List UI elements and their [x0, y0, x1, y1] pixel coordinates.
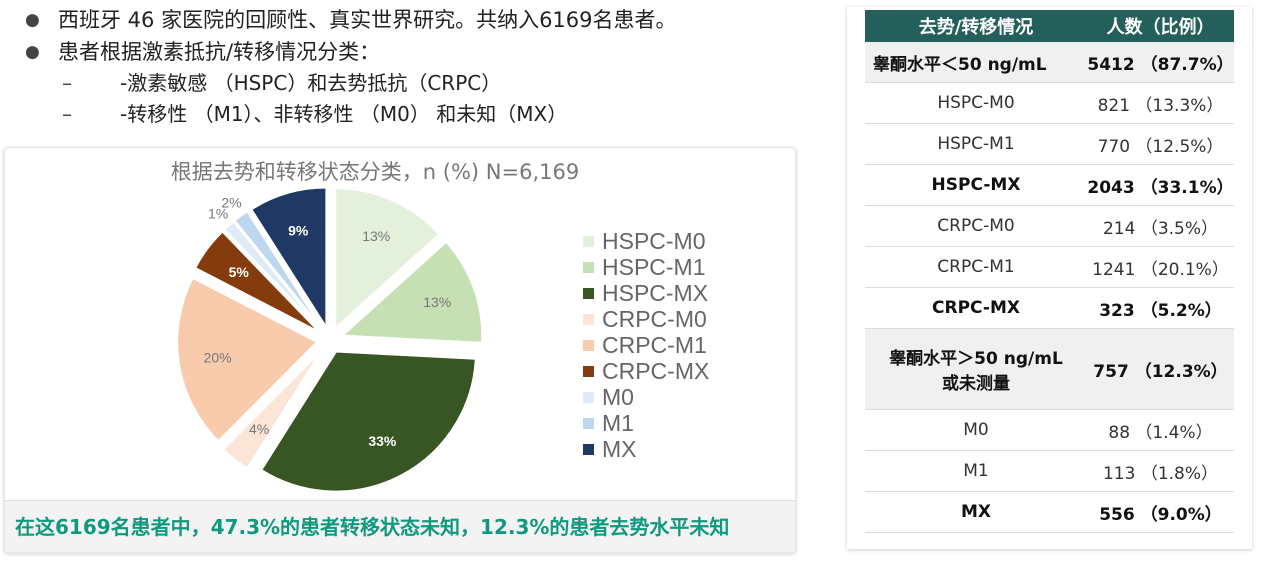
bullet-list: 西班牙 46 家医院的回顾性、真实世界研究。共纳入6169名患者。 患者根据激素… — [22, 4, 812, 130]
table-row: CRPC-M1 1241 （20.1%） — [865, 246, 1234, 288]
pie-label-m1: 2% — [221, 195, 241, 211]
table-row: M0 88 （1.4%） — [865, 409, 1234, 451]
pie-slice-hspc-mx — [259, 350, 477, 493]
pie-slice-crpc-mx — [193, 230, 321, 334]
pie-slice-crpc-m0 — [221, 349, 323, 470]
table-row: HSPC-M0 821 （13.3%） — [865, 82, 1234, 124]
sub-bullet-metastasis: -转移性 （M1）、非转移性 （M0） 和未知（MX） — [22, 99, 812, 130]
pie-label-crpc-mx: 5% — [229, 264, 250, 280]
chart-title: 根据去势和转移状态分类，n (%) N=6,169 — [170, 160, 580, 184]
cell-count: 88 （1.4%） — [1087, 409, 1234, 451]
legend-label: M0 — [602, 383, 634, 410]
legend-item-hspc-m0: HSPC-M0 — [583, 228, 709, 254]
cell-count: 556 （9.0%） — [1087, 491, 1234, 533]
pie-label-hspc-m0: 13% — [362, 228, 390, 244]
legend-item-m0: M0 — [583, 384, 709, 410]
cell-status: CRPC-M0 — [865, 205, 1087, 247]
chart-legend: HSPC-M0 HSPC-M1 HSPC-MX CRPC-M0 CRPC-M1 CRPC-… — [583, 228, 709, 462]
cell-status: CRPC-M1 — [865, 246, 1087, 288]
header-status: 去势/转移情况 — [865, 10, 1087, 42]
cell-count: 1241 （20.1%） — [1087, 246, 1234, 288]
sub-bullet-hormone: -激素敏感 （HSPC）和去势抵抗（CRPC） — [22, 68, 812, 99]
cell-count: 323 （5.2%） — [1087, 287, 1234, 329]
pie-slice-crpc-m1 — [176, 276, 319, 443]
legend-swatch — [583, 417, 594, 429]
legend-label: HSPC-MX — [602, 279, 709, 306]
cell-status: MX — [865, 491, 1087, 533]
legend-label: CRPC-M0 — [602, 305, 707, 332]
table-row: M1 113 （1.8%） — [865, 450, 1234, 492]
legend-item-crpc-m0: CRPC-M0 — [583, 306, 709, 332]
pie-label-hspc-mx: 33% — [368, 433, 397, 449]
cell-count: 214 （3.5%） — [1087, 205, 1234, 247]
legend-swatch — [583, 443, 594, 455]
pie-slice-mx — [249, 186, 328, 331]
cell-status: HSPC-M1 — [865, 123, 1087, 165]
pie-slice-m0 — [222, 219, 323, 331]
legend-swatch — [583, 261, 594, 273]
cell-status: HSPC-M0 — [865, 82, 1087, 124]
cell-status: M0 — [865, 409, 1087, 451]
legend-swatch — [583, 235, 594, 247]
table-row: 睾酮水平＞50 ng/mL 或未测量 757 （12.3%） — [865, 328, 1234, 410]
legend-item-hspc-mx: HSPC-MX — [583, 280, 709, 306]
legend-item-mx: MX — [583, 436, 709, 462]
pie-slice-hspc-m1 — [339, 240, 484, 344]
legend-label: HSPC-M1 — [602, 253, 706, 280]
legend-item-m1: M1 — [583, 410, 709, 436]
legend-label: CRPC-MX — [602, 357, 710, 384]
legend-label: M1 — [602, 409, 634, 436]
legend-item-crpc-m1: CRPC-M1 — [583, 332, 709, 358]
legend-swatch — [583, 339, 594, 351]
header-count: 人数（比例） — [1087, 10, 1234, 42]
cell-count: 757 （12.3%） — [1087, 328, 1234, 410]
chart-card: 根据去势和转移状态分类，n (%) N=6,169 13% 13% 33% 4% 20%… — [4, 147, 796, 553]
castration-table: 去势/转移情况 人数（比例） 睾酮水平＜50 ng/mL 5412 （87.7%）… — [865, 10, 1234, 533]
table-row: CRPC-MX 323 （5.2%） — [865, 287, 1234, 329]
cell-status: 睾酮水平＞50 ng/mL 或未测量 — [865, 328, 1087, 410]
summary-text: 在这6169名患者中，47.3%的患者转移状态未知，12.3%的患者去势水平未知 — [5, 500, 795, 552]
cell-status: CRPC-MX — [865, 287, 1087, 329]
legend-swatch — [583, 287, 594, 299]
pie-label-crpc-m1: 20% — [204, 350, 232, 366]
cell-count: 770 （12.5%） — [1087, 123, 1234, 165]
legend-item-crpc-mx: CRPC-MX — [583, 358, 709, 384]
cell-status: M1 — [865, 450, 1087, 492]
legend-label: MX — [602, 435, 637, 462]
pie-slice-hspc-m0 — [334, 187, 441, 331]
cell-count: 821 （13.3%） — [1087, 82, 1234, 124]
legend-label: CRPC-M1 — [602, 331, 707, 358]
cell-status: 睾酮水平＜50 ng/mL — [865, 42, 1087, 83]
legend-swatch — [583, 391, 594, 403]
pie-label-m0: 1% — [208, 205, 228, 221]
pie-label-hspc-m1: 13% — [423, 294, 451, 310]
cell-count: 2043 （33.1%） — [1087, 164, 1234, 206]
table-row: 睾酮水平＜50 ng/mL 5412 （87.7%） — [865, 42, 1234, 83]
legend-item-hspc-m1: HSPC-M1 — [583, 254, 709, 280]
legend-label: HSPC-M0 — [602, 227, 706, 254]
table-row: MX 556 （9.0%） — [865, 491, 1234, 533]
table-row: CRPC-M0 214 （3.5%） — [865, 205, 1234, 247]
pie-chart: 13% 13% 33% 4% 20% 5% 1%2% 9% — [176, 186, 484, 493]
legend-swatch — [583, 365, 594, 377]
cell-status: HSPC-MX — [865, 164, 1087, 206]
cell-count: 5412 （87.7%） — [1087, 42, 1234, 83]
table-row: HSPC-MX 2043 （33.1%） — [865, 164, 1234, 206]
legend-swatch — [583, 313, 594, 325]
table-card: 去势/转移情况 人数（比例） 睾酮水平＜50 ng/mL 5412 （87.7%）… — [847, 7, 1252, 549]
bullet-classification: 患者根据激素抵抗/转移情况分类： — [22, 36, 812, 68]
bullet-study-description: 西班牙 46 家医院的回顾性、真实世界研究。共纳入6169名患者。 — [22, 4, 812, 36]
pie-label-mx: 9% — [288, 223, 309, 239]
pie-slice-m1 — [233, 209, 324, 331]
pie-label-crpc-m0: 4% — [249, 421, 269, 437]
table-header-row: 去势/转移情况 人数（比例） — [865, 10, 1234, 42]
table-row: HSPC-M1 770 （12.5%） — [865, 123, 1234, 165]
cell-count: 113 （1.8%） — [1087, 450, 1234, 492]
